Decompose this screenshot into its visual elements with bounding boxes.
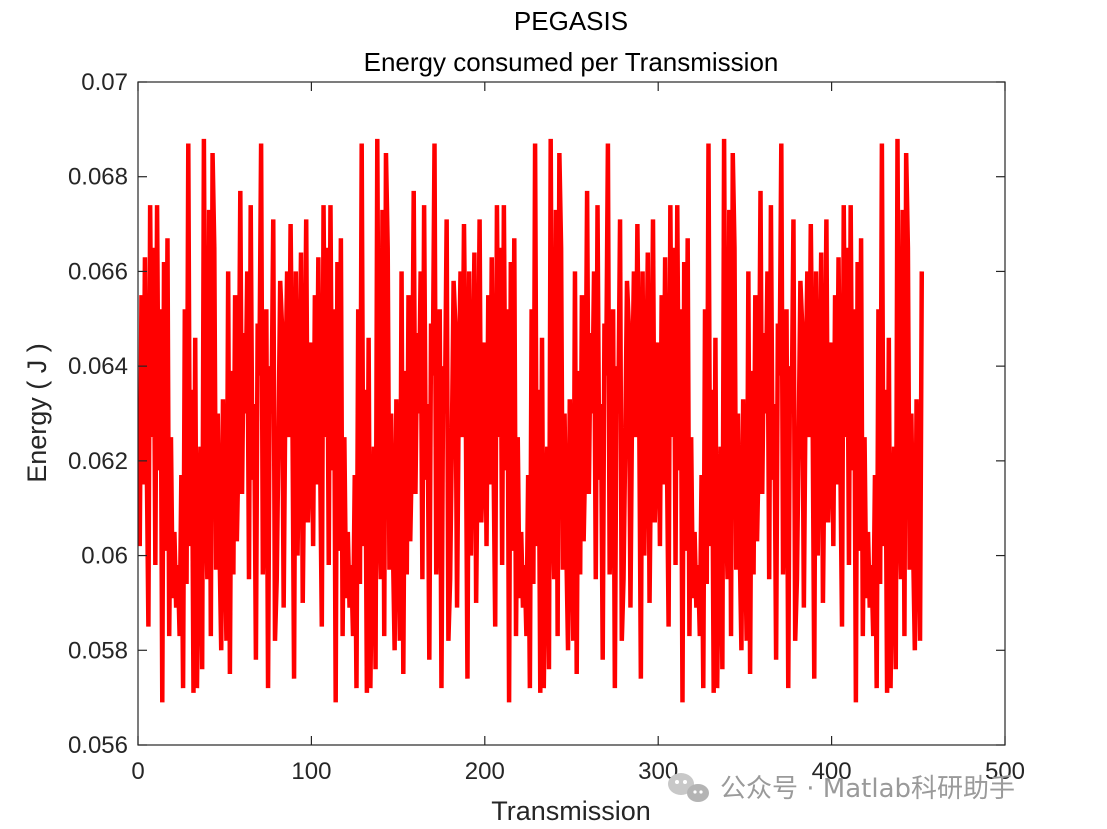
watermark-text: 公众号 · Matlab科研助手: [720, 774, 1015, 804]
series-line-0: [138, 138, 925, 703]
y-tick-label: 0.064: [68, 353, 128, 380]
x-tick-label: 100: [291, 758, 331, 785]
y-tick-label: 0.068: [68, 164, 128, 191]
x-tick-label: 400: [812, 758, 852, 785]
y-tick-label: 0.066: [68, 258, 128, 285]
watermark: 公众号 · Matlab科研助手: [668, 773, 1015, 804]
y-tick-label: 0.06: [81, 543, 128, 570]
x-tick-label: 500: [985, 758, 1025, 785]
chart-subtitle: Energy consumed per Transmission: [364, 47, 779, 77]
y-tick-label: 0.062: [68, 448, 128, 475]
y-tick-label: 0.07: [81, 69, 128, 96]
x-tick-label: 200: [465, 758, 505, 785]
wechat-icon: [668, 773, 709, 802]
y-axis-label: Energy ( J ): [22, 343, 52, 483]
plot-area: [138, 138, 925, 703]
x-axis-label: Transmission: [491, 796, 651, 826]
y-tick-label: 0.056: [68, 732, 128, 759]
y-tick-label: 0.058: [68, 637, 128, 664]
chart-title: PEGASIS: [514, 6, 628, 36]
plot-frame: [137, 81, 1006, 746]
x-tick-label: 0: [131, 758, 144, 785]
